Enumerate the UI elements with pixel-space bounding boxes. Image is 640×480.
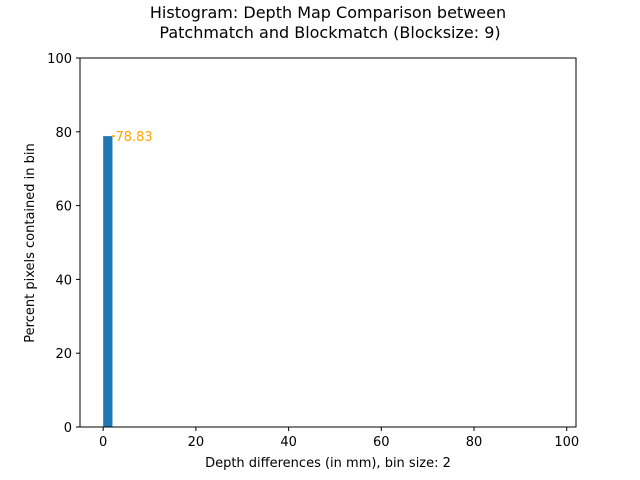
y-tick-label-0: 0 <box>64 421 72 436</box>
y-tick-label-80: 80 <box>55 126 72 141</box>
x-tick-label-60: 60 <box>373 435 390 450</box>
x-axis-label: Depth differences (in mm), bin size: 2 <box>205 456 451 471</box>
x-tick-label-80: 80 <box>466 435 483 450</box>
x-tick-label-20: 20 <box>188 435 205 450</box>
y-tick-label-20: 20 <box>55 347 72 362</box>
plot-area: 78.83 0 20 40 60 80 100 0 20 40 60 80 100 <box>47 52 579 450</box>
chart-title-line1: Histogram: Depth Map Comparison between <box>150 3 506 22</box>
y-tick-label-40: 40 <box>55 273 72 288</box>
chart-title-line2: Patchmatch and Blockmatch (Blocksize: 9) <box>159 23 500 42</box>
annotation-label-0: 78.83 <box>115 130 152 145</box>
histogram-bar-0 <box>103 136 113 427</box>
y-tick-label-100: 100 <box>47 52 72 67</box>
axes-frame <box>79 57 577 428</box>
x-tick-label-40: 40 <box>280 435 297 450</box>
y-tick-label-60: 60 <box>55 200 72 215</box>
y-axis-label: Percent pixels contained in bin <box>23 143 38 342</box>
x-tick-label-100: 100 <box>554 435 579 450</box>
x-tick-label-0: 0 <box>99 435 107 450</box>
